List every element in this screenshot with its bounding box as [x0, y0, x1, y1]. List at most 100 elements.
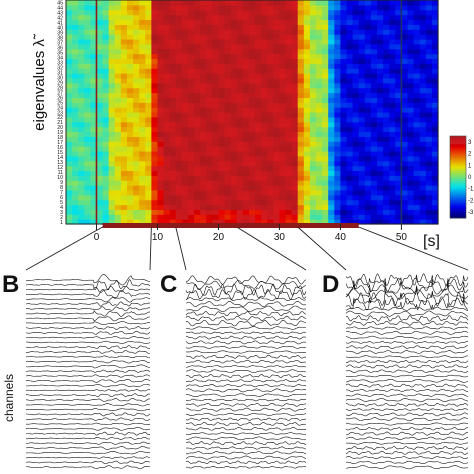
heatmap-cell [383, 219, 390, 225]
heatmap-cell [261, 214, 268, 220]
heatmap-cell [370, 63, 378, 69]
heatmap-cell [377, 58, 384, 64]
heatmap-cell [72, 24, 79, 30]
heatmap-cell [413, 175, 421, 181]
channel-trace [25, 359, 151, 364]
heatmap-cell [218, 165, 226, 172]
heatmap-cell [133, 204, 140, 210]
heatmap-cell [389, 180, 396, 186]
heatmap-cell [133, 160, 140, 167]
heatmap-cell [175, 4, 183, 11]
heatmap-cell [322, 136, 329, 142]
heatmap-cell [187, 102, 195, 108]
heatmap-cell [66, 14, 73, 21]
heatmap-cell [181, 38, 189, 45]
heatmap-cell [303, 185, 311, 191]
heatmap-cell [163, 24, 171, 30]
heatmap-cell [242, 48, 250, 55]
heatmap-cell [120, 68, 128, 74]
heatmap-cell [206, 131, 213, 137]
channel-trace [345, 460, 469, 465]
heatmap-cell [401, 121, 409, 128]
heatmap-cell [157, 34, 165, 40]
heatmap-cell [145, 194, 152, 201]
heatmap-cell [96, 92, 104, 98]
heatmap-cell [419, 116, 427, 123]
heatmap-cell [224, 58, 232, 64]
heatmap-cell [72, 102, 79, 108]
heatmap-cell [255, 185, 262, 191]
heatmap-cell [236, 58, 244, 64]
heatmap-cell [364, 194, 372, 201]
heatmap-cell [218, 170, 226, 176]
heatmap-cell [291, 34, 299, 40]
heatmap-cell [175, 126, 183, 133]
heatmap-cell [279, 34, 287, 40]
heatmap-cell [328, 63, 335, 69]
heatmap-cell [90, 29, 98, 35]
heatmap-cell [291, 14, 299, 21]
heatmap-cell [267, 170, 274, 176]
heatmap-cell [78, 63, 85, 69]
heatmap-cell [309, 63, 317, 69]
heatmap-cell [200, 68, 207, 74]
heatmap-cell [108, 53, 116, 60]
heatmap-cell [126, 92, 134, 98]
heatmap-cell [102, 58, 110, 64]
heatmap-cell [114, 180, 122, 186]
y-tick-label: 30 [57, 75, 63, 81]
colorbar-swatch [450, 183, 466, 186]
heatmap-cell [401, 136, 409, 142]
channel-trace [25, 393, 151, 397]
colorbar-swatch [450, 177, 466, 180]
heatmap-cell [273, 160, 281, 167]
heatmap-cell [383, 112, 390, 118]
heatmap-cell [419, 185, 427, 191]
heatmap-cell [200, 0, 207, 6]
heatmap-cell [187, 136, 195, 142]
heatmap-cell [206, 63, 213, 69]
heatmap-cell [163, 43, 171, 50]
heatmap-cell [383, 102, 390, 108]
heatmap-cell [224, 121, 232, 128]
heatmap-cell [425, 38, 433, 45]
heatmap-cell [297, 121, 305, 128]
heatmap-cell [230, 219, 238, 225]
heatmap-cell [377, 102, 384, 108]
heatmap-cell [157, 102, 165, 108]
heatmap-cell [66, 53, 73, 60]
heatmap-cell [364, 43, 372, 50]
heatmap-cell [328, 180, 335, 186]
heatmap-cell [114, 19, 122, 25]
heatmap-cell [279, 24, 287, 30]
heatmap-cell [383, 185, 390, 191]
heatmap-cell [218, 77, 226, 84]
heatmap-cell [236, 29, 244, 35]
heatmap-cell [218, 43, 226, 50]
heatmap-cell [90, 58, 98, 64]
heatmap-cell [334, 87, 342, 94]
heatmap-cell [163, 0, 171, 6]
zoom-connectors [25, 226, 469, 271]
heatmap-cell [157, 97, 165, 103]
heatmap-cell [133, 0, 140, 6]
heatmap-cell [383, 48, 390, 55]
heatmap-cell [145, 121, 152, 128]
heatmap-cell [108, 34, 116, 40]
heatmap-cell [389, 19, 396, 25]
heatmap-cell [236, 107, 244, 113]
heatmap-cell [401, 34, 409, 40]
heatmap-cell [273, 24, 281, 30]
heatmap-cell [114, 204, 122, 210]
heatmap-cell [212, 48, 220, 55]
heatmap-cell [401, 48, 409, 55]
heatmap-cell [279, 146, 287, 152]
heatmap-cell [175, 53, 183, 60]
heatmap-cell [431, 29, 439, 35]
heatmap-cell [389, 68, 396, 74]
heatmap-cell [114, 107, 122, 113]
channel-trace [345, 310, 469, 317]
heatmap-cell [358, 112, 366, 118]
heatmap-cell [126, 146, 134, 152]
heatmap-cell [218, 34, 226, 40]
